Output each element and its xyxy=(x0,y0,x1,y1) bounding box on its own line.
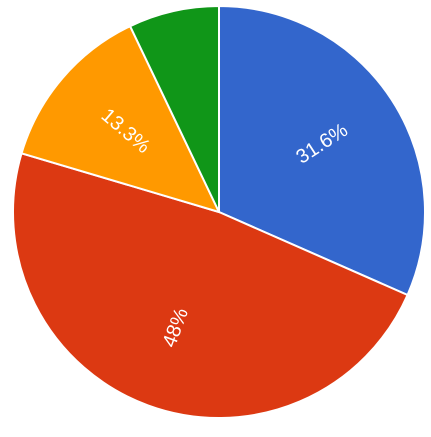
pie-slice xyxy=(128,4,220,213)
pie-slice xyxy=(20,24,221,214)
pie-slice xyxy=(11,152,409,420)
pie-slice xyxy=(218,4,426,297)
